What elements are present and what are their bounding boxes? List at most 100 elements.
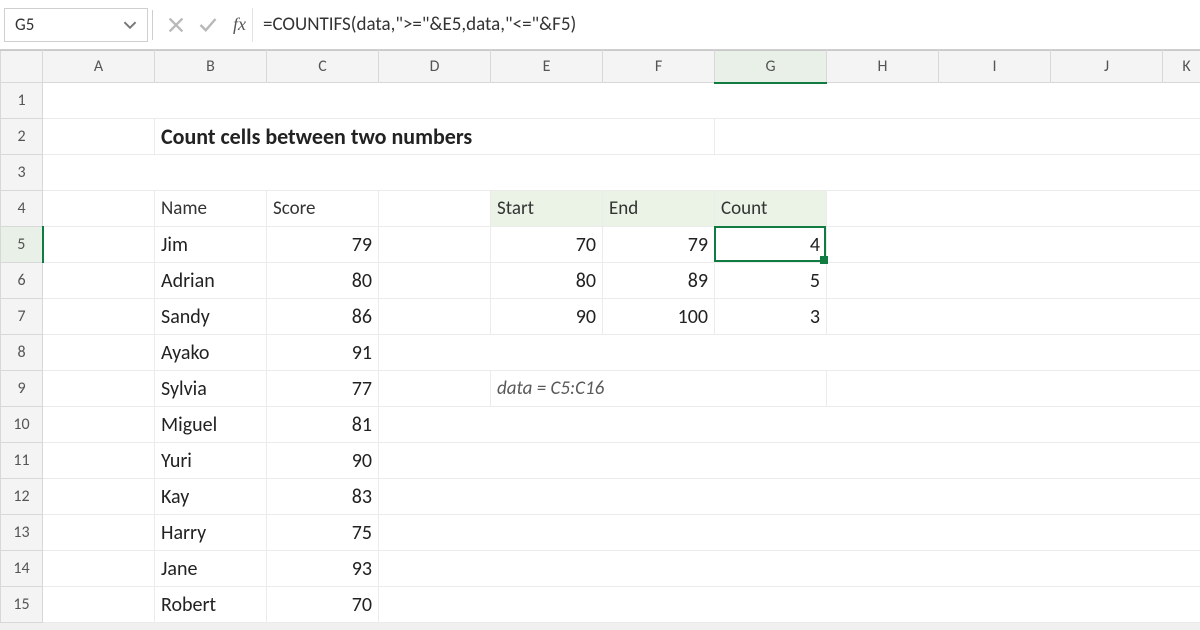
table-row-score[interactable]: 91 — [267, 335, 379, 371]
cell-D5[interactable] — [379, 227, 491, 263]
cell[interactable] — [379, 335, 1200, 371]
range-end[interactable]: 100 — [603, 299, 715, 335]
worksheet[interactable]: A B C D E F G H I J K 1 2 — [0, 50, 1200, 623]
table-row-name[interactable]: Harry — [155, 515, 267, 551]
table-row-name[interactable]: Adrian — [155, 263, 267, 299]
col-header-F[interactable]: F — [603, 51, 715, 83]
cell[interactable] — [43, 371, 155, 407]
cell[interactable] — [827, 299, 1200, 335]
col-header-C[interactable]: C — [267, 51, 379, 83]
table-row-score[interactable]: 70 — [267, 587, 379, 623]
table-row-score[interactable]: 93 — [267, 551, 379, 587]
col-header-A[interactable]: A — [43, 51, 155, 83]
cell[interactable] — [43, 443, 155, 479]
cell[interactable] — [827, 191, 1200, 227]
note-cell[interactable]: data = C5:C16 — [491, 371, 827, 407]
table-row-score[interactable]: 80 — [267, 263, 379, 299]
col-header-H[interactable]: H — [827, 51, 939, 83]
table-row-score[interactable]: 77 — [267, 371, 379, 407]
col-header-E[interactable]: E — [491, 51, 603, 83]
enter-icon[interactable] — [193, 10, 223, 40]
table-row-name[interactable]: Yuri — [155, 443, 267, 479]
cell[interactable] — [379, 587, 1200, 623]
col-header-I[interactable]: I — [939, 51, 1051, 83]
row-header-3[interactable]: 3 — [1, 155, 43, 191]
table-row-name[interactable]: Kay — [155, 479, 267, 515]
spreadsheet-grid[interactable]: A B C D E F G H I J K 1 2 — [0, 50, 1200, 623]
cell[interactable] — [379, 263, 491, 299]
range-start[interactable]: 90 — [491, 299, 603, 335]
col-header-J[interactable]: J — [1051, 51, 1163, 83]
range-end[interactable]: 79 — [603, 227, 715, 263]
range-count-selected[interactable]: 4 — [715, 227, 827, 263]
table-row-score[interactable]: 83 — [267, 479, 379, 515]
range-count[interactable]: 5 — [715, 263, 827, 299]
name-box[interactable]: G5 — [5, 14, 113, 35]
row-header-13[interactable]: 13 — [1, 515, 43, 551]
range-header-count[interactable]: Count — [715, 191, 827, 227]
table-row-name[interactable]: Sylvia — [155, 371, 267, 407]
cell[interactable] — [379, 371, 491, 407]
cell[interactable] — [379, 443, 1200, 479]
select-all-corner[interactable] — [1, 51, 43, 83]
range-start[interactable]: 70 — [491, 227, 603, 263]
cancel-icon[interactable] — [161, 10, 191, 40]
cell-A5[interactable] — [43, 227, 155, 263]
cell[interactable] — [827, 227, 1200, 263]
cell[interactable] — [827, 371, 1200, 407]
row-header-7[interactable]: 7 — [1, 299, 43, 335]
chevron-down-icon[interactable] — [113, 9, 147, 41]
row-header-11[interactable]: 11 — [1, 443, 43, 479]
cell-A2[interactable] — [43, 119, 155, 155]
cell[interactable] — [379, 551, 1200, 587]
cell[interactable] — [43, 515, 155, 551]
cell[interactable] — [43, 299, 155, 335]
table-row-score[interactable]: 79 — [267, 227, 379, 263]
row-header-10[interactable]: 10 — [1, 407, 43, 443]
table-row-name[interactable]: Sandy — [155, 299, 267, 335]
table-row-score[interactable]: 75 — [267, 515, 379, 551]
data-header-name[interactable]: Name — [155, 191, 267, 227]
cell[interactable] — [43, 587, 155, 623]
table-row-name[interactable]: Robert — [155, 587, 267, 623]
row-header-8[interactable]: 8 — [1, 335, 43, 371]
table-row-name[interactable]: Jim — [155, 227, 267, 263]
cell[interactable] — [43, 155, 1200, 191]
formula-input[interactable]: =COUNTIFS(data,">="&E5,data,"<="&F5) — [253, 8, 1196, 42]
col-header-K[interactable]: K — [1163, 51, 1200, 83]
table-row-score[interactable]: 90 — [267, 443, 379, 479]
table-row-score[interactable]: 86 — [267, 299, 379, 335]
range-end[interactable]: 89 — [603, 263, 715, 299]
table-row-score[interactable]: 81 — [267, 407, 379, 443]
cell-B2-title[interactable]: Count cells between two numbers — [155, 119, 715, 155]
row-header-12[interactable]: 12 — [1, 479, 43, 515]
row-header-4[interactable]: 4 — [1, 191, 43, 227]
cell-A4[interactable] — [43, 191, 155, 227]
cell-D4[interactable] — [379, 191, 491, 227]
range-header-end[interactable]: End — [603, 191, 715, 227]
cell[interactable] — [379, 479, 1200, 515]
cell[interactable] — [43, 479, 155, 515]
col-header-D[interactable]: D — [379, 51, 491, 83]
cell[interactable] — [43, 407, 155, 443]
row-header-5[interactable]: 5 — [1, 227, 43, 263]
row-header-9[interactable]: 9 — [1, 371, 43, 407]
table-row-name[interactable]: Miguel — [155, 407, 267, 443]
cell[interactable] — [43, 83, 1200, 119]
table-row-name[interactable]: Ayako — [155, 335, 267, 371]
cell[interactable] — [379, 299, 491, 335]
cell[interactable] — [43, 551, 155, 587]
cell[interactable] — [827, 263, 1200, 299]
range-start[interactable]: 80 — [491, 263, 603, 299]
range-header-start[interactable]: Start — [491, 191, 603, 227]
col-header-B[interactable]: B — [155, 51, 267, 83]
col-header-G[interactable]: G — [715, 51, 827, 83]
row-header-15[interactable]: 15 — [1, 587, 43, 623]
row-header-1[interactable]: 1 — [1, 83, 43, 119]
range-count[interactable]: 3 — [715, 299, 827, 335]
cell[interactable] — [379, 407, 1200, 443]
row-header-2[interactable]: 2 — [1, 119, 43, 155]
cell[interactable] — [715, 119, 1200, 155]
row-header-6[interactable]: 6 — [1, 263, 43, 299]
name-box-container[interactable]: G5 — [4, 8, 148, 42]
